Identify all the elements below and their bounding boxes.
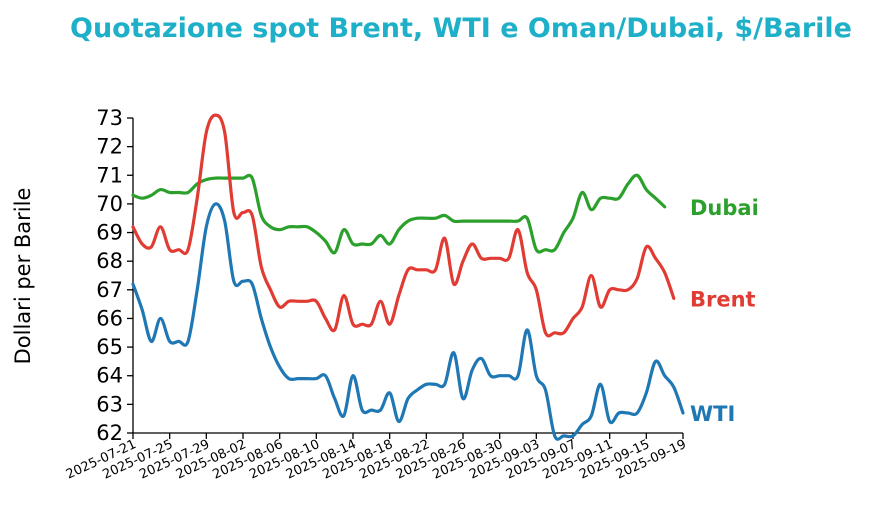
series-line-brent: [131, 113, 676, 338]
y-tick-label: 62: [96, 421, 123, 445]
series-label-brent: Brent: [690, 287, 756, 311]
y-tick-label: 65: [96, 335, 123, 359]
y-tick-label: 72: [96, 135, 123, 159]
y-tick-label: 64: [96, 364, 123, 388]
y-tick-label: 66: [96, 306, 123, 330]
chart-title: Quotazione spot Brent, WTI e Oman/Dubai,…: [70, 13, 852, 44]
series-label-dubai: Dubai: [690, 196, 759, 220]
series-lines: [131, 113, 685, 441]
axes: 6263646566676869707172732025-07-212025-0…: [64, 106, 689, 483]
y-tick-label: 71: [96, 163, 123, 187]
series-label-wti: WTI: [690, 402, 735, 426]
y-tick-label: 63: [96, 392, 123, 416]
y-tick-label: 70: [96, 192, 123, 216]
y-axis-label: Dollari per Barile: [11, 188, 35, 365]
series-line-wti: [131, 202, 685, 441]
series-line-dubai: [131, 173, 667, 255]
series-end-labels: Dubai Brent WTI: [690, 196, 759, 426]
y-tick-label: 67: [96, 278, 123, 302]
y-tick-label: 69: [96, 221, 123, 245]
y-tick-label: 73: [96, 106, 123, 130]
y-tick-label: 68: [96, 249, 123, 273]
